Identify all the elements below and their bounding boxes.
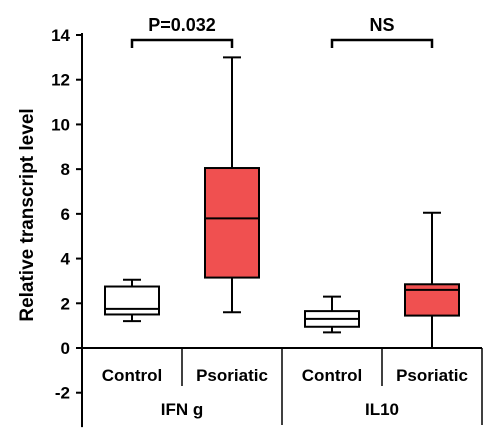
y-tick-label: 10 [51, 115, 70, 134]
box-psoriatic [204, 167, 260, 279]
significance-label: P=0.032 [148, 15, 216, 35]
y-tick-label: 8 [61, 160, 70, 179]
y-tick-label: 14 [51, 26, 70, 45]
category-label: Psoriatic [196, 366, 268, 385]
box-control [104, 285, 160, 316]
group-label: IL10 [365, 400, 399, 419]
y-tick-label: 6 [61, 205, 70, 224]
y-tick-label: 0 [61, 339, 70, 358]
y-tick-label: 4 [61, 250, 71, 269]
y-tick-label: 12 [51, 71, 70, 90]
category-label: Control [302, 366, 362, 385]
plot-area: -2 0 2 4 6 8 10 12 14 Control Psoriatic IFN g P=0.03… [51, 15, 483, 428]
group-label: IFN g [161, 400, 204, 419]
significance-label: NS [369, 15, 394, 35]
category-label: Psoriatic [396, 366, 468, 385]
y-tick-label: -2 [55, 384, 70, 403]
y-tick-label: 2 [61, 294, 70, 313]
significance-bracket [130, 38, 234, 48]
category-label: Control [102, 366, 162, 385]
significance-bracket [330, 38, 434, 48]
y-axis-label: Relative transcript level [17, 108, 38, 321]
